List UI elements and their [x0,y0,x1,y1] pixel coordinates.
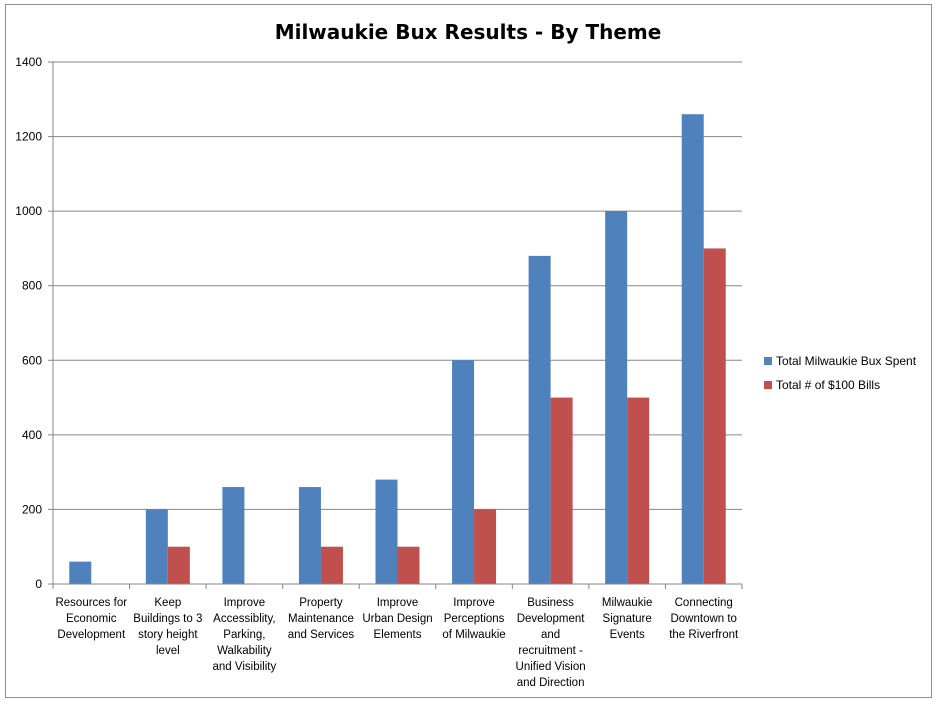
x-category-label: Business Development and recruitment -Unifi… [516,597,586,689]
y-tick-label: 800 [22,279,42,293]
x-category-label: Milwaukie Signature Events [602,597,653,641]
bar-bills-5 [474,509,497,584]
bar-bux-spent-3 [298,487,321,584]
legend-swatch [764,357,772,365]
bar-bux-spent-2 [222,487,245,584]
legend: Total Milwaukie Bux Spent Total # of $100… [764,354,917,392]
legend-label: Total Milwaukie Bux Spent [776,354,917,368]
bar-bux-spent-5 [452,360,475,584]
y-tick-label: 600 [22,353,42,367]
x-category-label: Keep Buildings to 3 story height level [133,597,202,657]
y-tick-label: 200 [22,502,42,516]
y-tick-label: 1400 [15,55,42,69]
x-category-label: Improve Accessiblity, Parking, Walkability a… [213,597,277,673]
bar-bux-spent-4 [375,479,398,584]
bar-bux-spent-7 [605,211,628,584]
x-category-label: Improve Urban Design Elements [362,597,432,641]
x-category-label: Property Maintenance and Services [288,597,355,641]
bar-bills-1 [167,546,190,584]
x-category-label: Improve Perceptions of Milwaukie [442,597,505,641]
y-tick-label: 1000 [15,204,42,218]
bar-bux-spent-1 [145,509,168,584]
legend-swatch [764,381,772,389]
bar-bills-3 [320,546,343,584]
bar-bills-7 [627,397,650,584]
y-tick-label: 400 [22,428,42,442]
bars [69,114,726,584]
x-category-label: Connecting Downtown to the Riverfront [669,597,739,641]
axes [52,62,743,589]
bar-bills-6 [550,397,573,584]
bar-bills-8 [703,248,726,584]
y-tick-label: 0 [35,577,42,591]
y-tick-label: 1200 [15,130,42,144]
chart-title: Milwaukie Bux Results - By Theme [275,20,662,44]
bar-bux-spent-6 [528,255,551,584]
x-category-label: Resources for Economic Development [55,597,127,641]
bar-bills-4 [397,546,420,584]
bar-bux-spent-8 [681,114,704,584]
bar-bux-spent-0 [69,561,92,584]
y-axis-ticks: 0 200 400 600 800 1000 1200 1400 [15,55,53,591]
legend-label: Total # of $100 Bills [776,378,880,392]
